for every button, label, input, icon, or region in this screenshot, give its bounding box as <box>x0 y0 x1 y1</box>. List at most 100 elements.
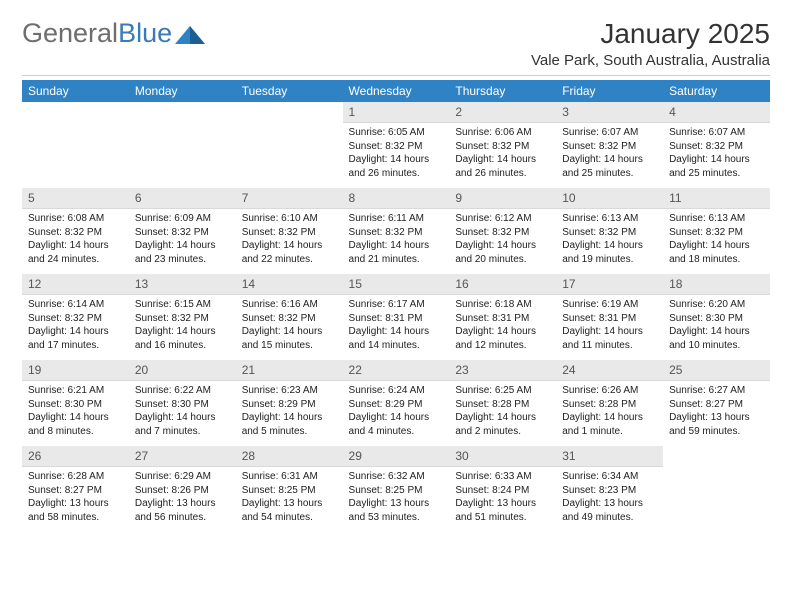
day-number: 31 <box>556 446 663 467</box>
sunset-line: Sunset: 8:32 PM <box>28 312 123 326</box>
day-header: Tuesday <box>236 80 343 102</box>
calendar-week-row: 12Sunrise: 6:14 AMSunset: 8:32 PMDayligh… <box>22 273 770 359</box>
day-number: 14 <box>236 274 343 295</box>
day-number: 8 <box>343 188 450 209</box>
logo-text-2: Blue <box>118 18 172 49</box>
day-number: 13 <box>129 274 236 295</box>
calendar-day-cell: 22Sunrise: 6:24 AMSunset: 8:29 PMDayligh… <box>343 359 450 445</box>
calendar-day-cell: 23Sunrise: 6:25 AMSunset: 8:28 PMDayligh… <box>449 359 556 445</box>
day-number: 30 <box>449 446 556 467</box>
daylight-line: Daylight: 14 hours and 4 minutes. <box>349 411 444 438</box>
calendar-day-cell: 10Sunrise: 6:13 AMSunset: 8:32 PMDayligh… <box>556 187 663 273</box>
sunset-line: Sunset: 8:23 PM <box>562 484 657 498</box>
sunset-line: Sunset: 8:27 PM <box>28 484 123 498</box>
calendar-day-cell: 7Sunrise: 6:10 AMSunset: 8:32 PMDaylight… <box>236 187 343 273</box>
day-details: Sunrise: 6:15 AMSunset: 8:32 PMDaylight:… <box>129 295 236 358</box>
sunset-line: Sunset: 8:25 PM <box>242 484 337 498</box>
daylight-line: Daylight: 14 hours and 10 minutes. <box>669 325 764 352</box>
day-number: 21 <box>236 360 343 381</box>
sunset-line: Sunset: 8:27 PM <box>669 398 764 412</box>
calendar-day-cell: 12Sunrise: 6:14 AMSunset: 8:32 PMDayligh… <box>22 273 129 359</box>
daylight-line: Daylight: 14 hours and 19 minutes. <box>562 239 657 266</box>
sunset-line: Sunset: 8:31 PM <box>349 312 444 326</box>
day-number: 19 <box>22 360 129 381</box>
daylight-line: Daylight: 13 hours and 49 minutes. <box>562 497 657 524</box>
day-number: 28 <box>236 446 343 467</box>
sunset-line: Sunset: 8:32 PM <box>669 140 764 154</box>
calendar-day-cell: 14Sunrise: 6:16 AMSunset: 8:32 PMDayligh… <box>236 273 343 359</box>
daylight-line: Daylight: 14 hours and 14 minutes. <box>349 325 444 352</box>
calendar-day-cell: 31Sunrise: 6:34 AMSunset: 8:23 PMDayligh… <box>556 445 663 531</box>
day-details: Sunrise: 6:22 AMSunset: 8:30 PMDaylight:… <box>129 381 236 444</box>
daylight-line: Daylight: 14 hours and 25 minutes. <box>562 153 657 180</box>
day-details: Sunrise: 6:07 AMSunset: 8:32 PMDaylight:… <box>663 123 770 186</box>
daylight-line: Daylight: 14 hours and 7 minutes. <box>135 411 230 438</box>
sunrise-line: Sunrise: 6:12 AM <box>455 212 550 226</box>
day-header: Thursday <box>449 80 556 102</box>
sunrise-line: Sunrise: 6:33 AM <box>455 470 550 484</box>
sunset-line: Sunset: 8:30 PM <box>28 398 123 412</box>
day-details: Sunrise: 6:26 AMSunset: 8:28 PMDaylight:… <box>556 381 663 444</box>
calendar-day-cell: 16Sunrise: 6:18 AMSunset: 8:31 PMDayligh… <box>449 273 556 359</box>
empty-cell <box>129 102 236 187</box>
calendar-body: 1Sunrise: 6:05 AMSunset: 8:32 PMDaylight… <box>22 102 770 531</box>
calendar-week-row: 5Sunrise: 6:08 AMSunset: 8:32 PMDaylight… <box>22 187 770 273</box>
day-header: Friday <box>556 80 663 102</box>
sunset-line: Sunset: 8:32 PM <box>562 226 657 240</box>
sunrise-line: Sunrise: 6:07 AM <box>562 126 657 140</box>
day-details: Sunrise: 6:05 AMSunset: 8:32 PMDaylight:… <box>343 123 450 186</box>
day-header: Saturday <box>663 80 770 102</box>
calendar-day-cell: 29Sunrise: 6:32 AMSunset: 8:25 PMDayligh… <box>343 445 450 531</box>
daylight-line: Daylight: 13 hours and 56 minutes. <box>135 497 230 524</box>
sunset-line: Sunset: 8:31 PM <box>562 312 657 326</box>
calendar-day-cell: 5Sunrise: 6:08 AMSunset: 8:32 PMDaylight… <box>22 187 129 273</box>
daylight-line: Daylight: 14 hours and 24 minutes. <box>28 239 123 266</box>
sunrise-line: Sunrise: 6:22 AM <box>135 384 230 398</box>
calendar-day-cell: 19Sunrise: 6:21 AMSunset: 8:30 PMDayligh… <box>22 359 129 445</box>
day-details: Sunrise: 6:20 AMSunset: 8:30 PMDaylight:… <box>663 295 770 358</box>
day-number: 3 <box>556 102 663 123</box>
calendar-day-cell: 8Sunrise: 6:11 AMSunset: 8:32 PMDaylight… <box>343 187 450 273</box>
calendar-day-cell: 17Sunrise: 6:19 AMSunset: 8:31 PMDayligh… <box>556 273 663 359</box>
calendar-day-cell: 4Sunrise: 6:07 AMSunset: 8:32 PMDaylight… <box>663 102 770 187</box>
calendar-day-cell: 24Sunrise: 6:26 AMSunset: 8:28 PMDayligh… <box>556 359 663 445</box>
sunrise-line: Sunrise: 6:28 AM <box>28 470 123 484</box>
day-number: 10 <box>556 188 663 209</box>
daylight-line: Daylight: 14 hours and 2 minutes. <box>455 411 550 438</box>
sunset-line: Sunset: 8:30 PM <box>135 398 230 412</box>
calendar-table: SundayMondayTuesdayWednesdayThursdayFrid… <box>22 80 770 532</box>
sunrise-line: Sunrise: 6:06 AM <box>455 126 550 140</box>
sunrise-line: Sunrise: 6:08 AM <box>28 212 123 226</box>
day-number: 24 <box>556 360 663 381</box>
sunrise-line: Sunrise: 6:24 AM <box>349 384 444 398</box>
calendar-day-cell: 18Sunrise: 6:20 AMSunset: 8:30 PMDayligh… <box>663 273 770 359</box>
daylight-line: Daylight: 14 hours and 25 minutes. <box>669 153 764 180</box>
day-number: 4 <box>663 102 770 123</box>
day-number: 7 <box>236 188 343 209</box>
day-header: Monday <box>129 80 236 102</box>
month-title: January 2025 <box>531 18 770 50</box>
day-details: Sunrise: 6:13 AMSunset: 8:32 PMDaylight:… <box>556 209 663 272</box>
day-details: Sunrise: 6:10 AMSunset: 8:32 PMDaylight:… <box>236 209 343 272</box>
day-details: Sunrise: 6:18 AMSunset: 8:31 PMDaylight:… <box>449 295 556 358</box>
day-details: Sunrise: 6:19 AMSunset: 8:31 PMDaylight:… <box>556 295 663 358</box>
day-number: 16 <box>449 274 556 295</box>
sunset-line: Sunset: 8:26 PM <box>135 484 230 498</box>
sunset-line: Sunset: 8:32 PM <box>562 140 657 154</box>
sunrise-line: Sunrise: 6:26 AM <box>562 384 657 398</box>
calendar-day-cell: 9Sunrise: 6:12 AMSunset: 8:32 PMDaylight… <box>449 187 556 273</box>
calendar-day-cell: 3 Sunrise: 6:07 AMSunset: 8:32 PMDaylight… <box>556 102 663 187</box>
day-details: Sunrise: 6:31 AMSunset: 8:25 PMDaylight:… <box>236 467 343 530</box>
sunrise-line: Sunrise: 6:31 AM <box>242 470 337 484</box>
sunset-line: Sunset: 8:32 PM <box>455 226 550 240</box>
empty-cell <box>22 102 129 187</box>
day-details: Sunrise: 6:17 AMSunset: 8:31 PMDaylight:… <box>343 295 450 358</box>
sunset-line: Sunset: 8:32 PM <box>669 226 764 240</box>
sunrise-line: Sunrise: 6:19 AM <box>562 298 657 312</box>
sunrise-line: Sunrise: 6:23 AM <box>242 384 337 398</box>
sunrise-line: Sunrise: 6:25 AM <box>455 384 550 398</box>
logo-triangle-icon <box>175 24 205 44</box>
day-number: 11 <box>663 188 770 209</box>
sunrise-line: Sunrise: 6:10 AM <box>242 212 337 226</box>
calendar-day-cell: 26Sunrise: 6:28 AMSunset: 8:27 PMDayligh… <box>22 445 129 531</box>
